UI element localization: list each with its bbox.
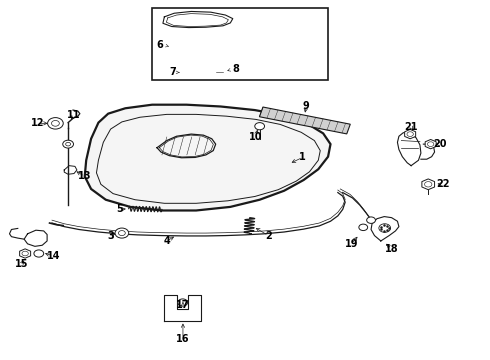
Circle shape <box>63 140 74 148</box>
Circle shape <box>255 123 265 130</box>
Text: 10: 10 <box>249 132 263 142</box>
Text: 14: 14 <box>47 251 60 261</box>
Text: 5: 5 <box>117 204 123 215</box>
Circle shape <box>359 224 368 230</box>
Text: 6: 6 <box>157 40 163 50</box>
Text: 12: 12 <box>30 118 44 128</box>
Polygon shape <box>20 249 31 258</box>
Text: 21: 21 <box>404 122 418 132</box>
Text: 18: 18 <box>385 244 398 254</box>
Text: 7: 7 <box>170 67 176 77</box>
Text: 4: 4 <box>164 236 170 246</box>
Text: 9: 9 <box>303 102 310 112</box>
Circle shape <box>48 118 63 129</box>
Text: 20: 20 <box>434 139 447 149</box>
Circle shape <box>367 217 375 224</box>
Text: 17: 17 <box>176 300 190 310</box>
Circle shape <box>174 67 188 77</box>
Text: 19: 19 <box>345 239 358 249</box>
Text: 3: 3 <box>107 231 114 240</box>
Text: 15: 15 <box>15 259 28 269</box>
Polygon shape <box>85 105 331 211</box>
Circle shape <box>178 299 188 306</box>
Text: 22: 22 <box>437 179 450 189</box>
Text: 2: 2 <box>265 231 272 240</box>
Polygon shape <box>425 139 436 149</box>
Text: 16: 16 <box>176 333 190 343</box>
Text: 8: 8 <box>233 64 240 74</box>
Circle shape <box>115 228 129 238</box>
Polygon shape <box>405 130 416 139</box>
Text: 1: 1 <box>299 152 306 162</box>
Polygon shape <box>422 179 435 190</box>
Polygon shape <box>210 68 221 77</box>
Bar <box>152 8 328 80</box>
Circle shape <box>34 250 44 257</box>
Text: 11: 11 <box>67 111 81 121</box>
Text: 13: 13 <box>78 171 92 181</box>
Polygon shape <box>259 107 350 134</box>
